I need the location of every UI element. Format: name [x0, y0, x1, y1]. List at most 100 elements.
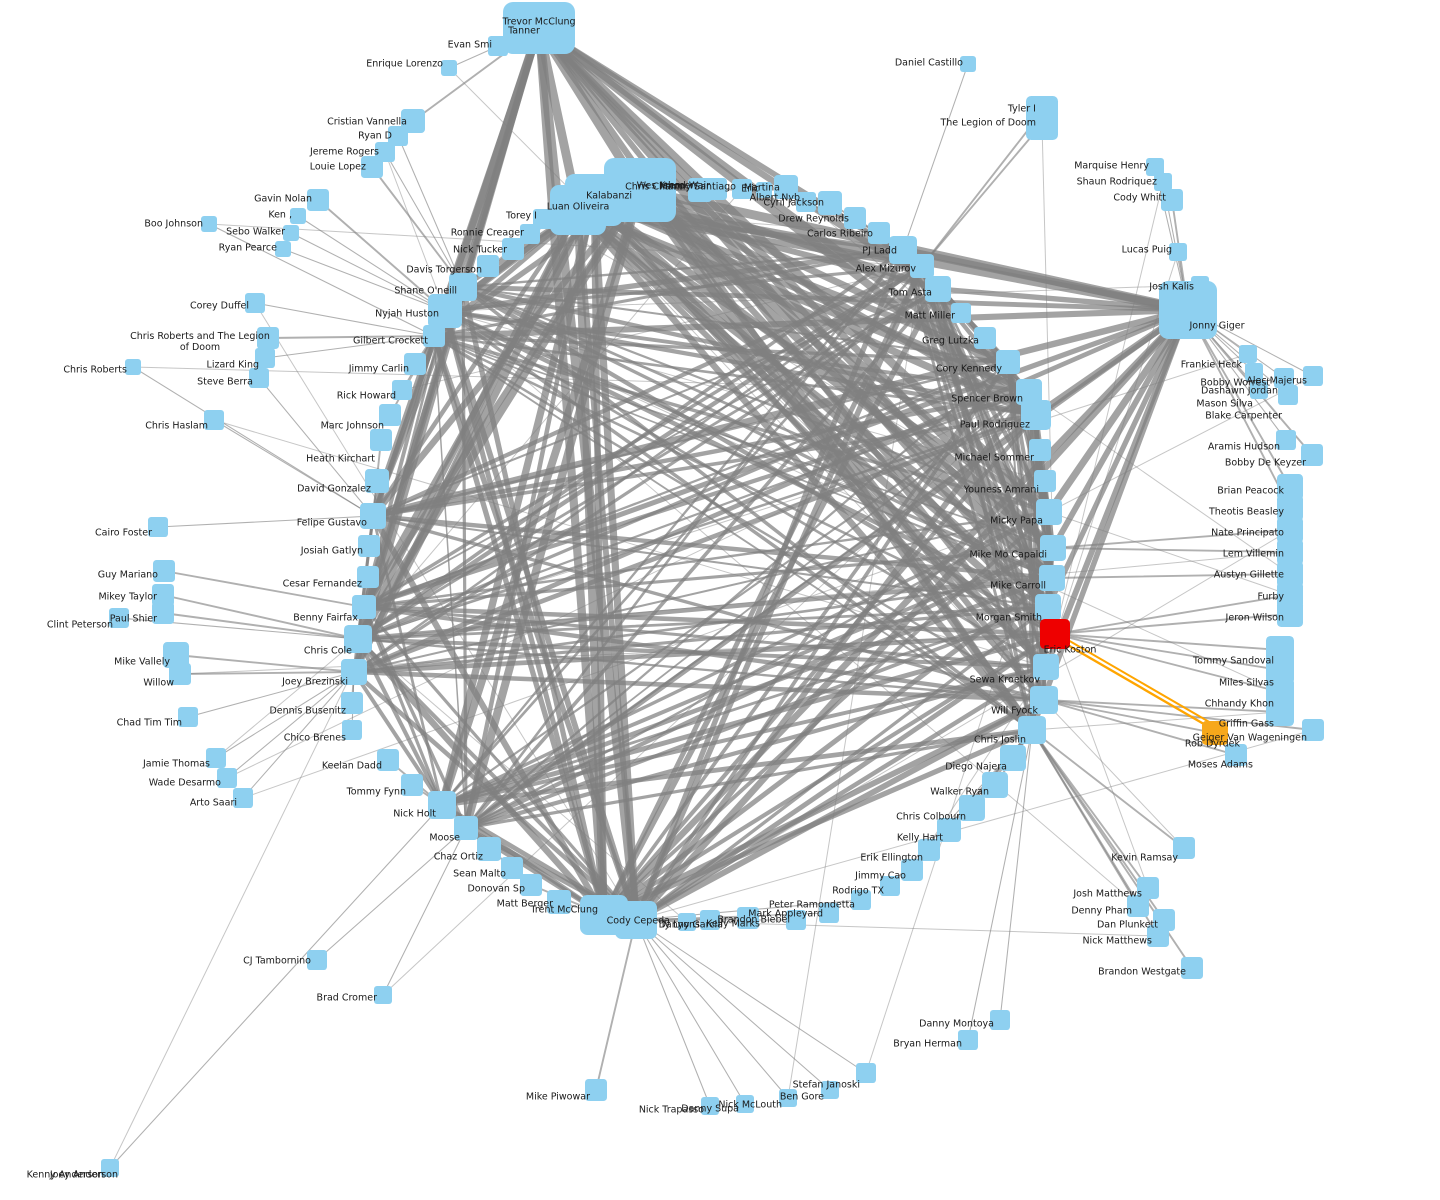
graph-node[interactable] — [1277, 539, 1303, 565]
graph-node[interactable] — [1250, 381, 1268, 399]
graph-node[interactable] — [818, 191, 842, 215]
graph-node[interactable] — [1277, 517, 1303, 543]
graph-node[interactable] — [819, 903, 839, 923]
graph-node[interactable] — [1159, 281, 1217, 339]
graph-node[interactable] — [547, 890, 571, 914]
graph-node[interactable] — [1303, 366, 1323, 386]
graph-node[interactable] — [678, 913, 696, 931]
graph-node[interactable] — [1239, 345, 1257, 363]
graph-node[interactable] — [1034, 470, 1056, 492]
graph-node[interactable] — [1018, 716, 1046, 744]
graph-node[interactable] — [1169, 243, 1187, 261]
graph-node[interactable] — [341, 692, 363, 714]
graph-node[interactable] — [152, 602, 174, 624]
graph-node[interactable] — [779, 1089, 797, 1107]
graph-node[interactable] — [880, 876, 900, 896]
graph-node[interactable] — [275, 241, 291, 257]
graph-node[interactable] — [206, 748, 226, 768]
graph-node[interactable] — [152, 584, 174, 606]
graph-node[interactable] — [1161, 189, 1183, 211]
graph-node[interactable] — [958, 1030, 978, 1050]
graph-node[interactable] — [401, 774, 423, 796]
graph-node[interactable] — [786, 910, 806, 930]
graph-node[interactable] — [1035, 594, 1061, 620]
graph-node[interactable] — [233, 788, 253, 808]
graph-node[interactable] — [520, 224, 540, 244]
graph-node[interactable] — [1137, 877, 1159, 899]
graph-node[interactable] — [937, 818, 961, 842]
graph-node[interactable] — [856, 1063, 876, 1083]
graph-node[interactable] — [388, 126, 408, 146]
graph-node[interactable] — [1030, 686, 1058, 714]
graph-node[interactable] — [1036, 499, 1062, 525]
graph-node[interactable] — [513, 27, 535, 49]
graph-node[interactable] — [960, 56, 976, 72]
graph-node[interactable] — [379, 404, 401, 426]
graph-node[interactable] — [428, 294, 462, 328]
graph-node[interactable] — [737, 907, 759, 929]
graph-node[interactable] — [756, 182, 772, 198]
graph-node[interactable] — [732, 179, 752, 199]
graph-node[interactable] — [428, 791, 456, 819]
graph-node[interactable] — [796, 192, 816, 212]
graph-node[interactable] — [283, 225, 299, 241]
graph-node[interactable] — [101, 1159, 119, 1177]
graph-node[interactable] — [1181, 957, 1203, 979]
graph-node[interactable] — [774, 175, 798, 199]
graph-node[interactable] — [959, 795, 985, 821]
graph-node[interactable] — [1040, 535, 1066, 561]
graph-node[interactable] — [974, 327, 996, 349]
graph-node[interactable] — [255, 348, 275, 368]
graph-node[interactable] — [821, 1081, 839, 1099]
graph-node[interactable] — [1225, 744, 1247, 766]
graph-node[interactable] — [925, 276, 951, 302]
graph-node[interactable] — [736, 1095, 754, 1113]
graph-node[interactable] — [1000, 745, 1026, 771]
graph-node[interactable] — [1277, 495, 1303, 521]
graph-node[interactable] — [148, 517, 168, 537]
graph-node[interactable] — [982, 772, 1008, 798]
graph-node[interactable] — [352, 595, 376, 619]
graph-node[interactable] — [392, 380, 412, 400]
graph-node[interactable] — [290, 208, 306, 224]
graph-node[interactable] — [307, 189, 329, 211]
graph-node[interactable] — [1276, 430, 1296, 450]
graph-node[interactable] — [341, 659, 367, 685]
graph-node[interactable] — [361, 156, 383, 178]
graph-node[interactable] — [365, 469, 389, 493]
graph-node[interactable] — [1033, 654, 1059, 680]
graph-node[interactable] — [851, 890, 871, 910]
graph-node[interactable] — [1147, 925, 1169, 947]
graph-node[interactable] — [153, 560, 175, 582]
graph-node[interactable] — [1202, 721, 1228, 745]
graph-node[interactable] — [370, 429, 392, 451]
graph-node[interactable] — [423, 325, 445, 347]
graph-node[interactable] — [217, 768, 237, 788]
graph-node[interactable] — [377, 749, 399, 771]
graph-node[interactable] — [1277, 601, 1303, 627]
graph-node[interactable] — [1127, 895, 1149, 917]
graph-node[interactable] — [178, 707, 198, 727]
graph-node[interactable] — [360, 503, 386, 529]
graph-node[interactable] — [951, 303, 971, 323]
graph-node[interactable] — [1301, 444, 1323, 466]
graph-node[interactable] — [374, 986, 392, 1004]
graph-node[interactable] — [990, 1010, 1010, 1030]
graph-node[interactable] — [701, 1097, 719, 1115]
graph-node[interactable] — [1173, 837, 1195, 859]
graph-node[interactable] — [901, 859, 923, 881]
graph-node[interactable] — [868, 222, 890, 244]
graph-node[interactable] — [169, 663, 191, 685]
graph-node[interactable] — [501, 857, 523, 879]
graph-node[interactable] — [477, 255, 499, 277]
graph-node[interactable] — [358, 535, 380, 557]
graph-node[interactable] — [488, 36, 508, 56]
graph-node[interactable] — [344, 625, 372, 653]
graph-node[interactable] — [109, 608, 129, 628]
graph-node[interactable] — [307, 950, 327, 970]
graph-node[interactable] — [700, 910, 720, 930]
graph-node[interactable] — [1029, 439, 1051, 461]
graph-node[interactable] — [201, 216, 217, 232]
graph-node[interactable] — [477, 837, 501, 861]
